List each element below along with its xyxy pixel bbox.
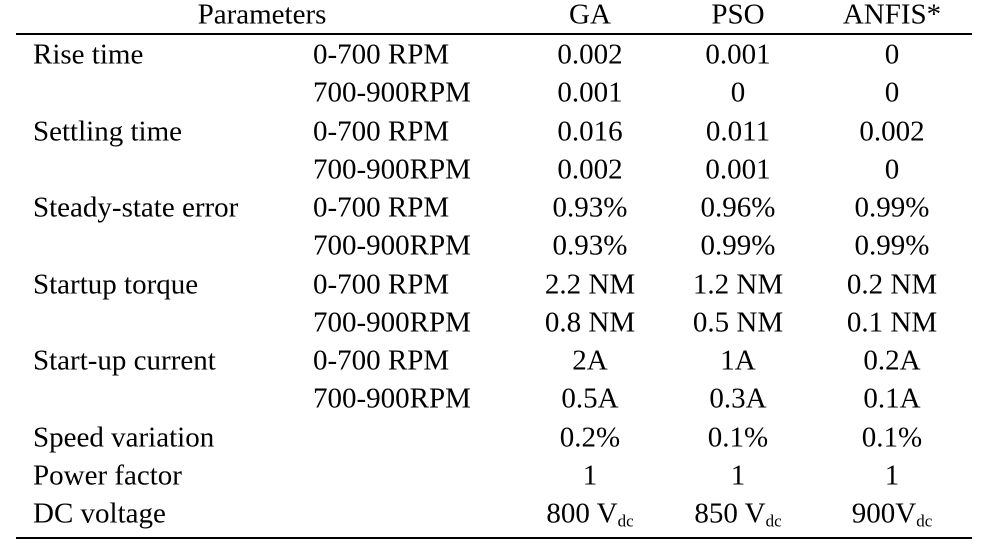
- value-cell: 0.001: [705, 38, 771, 71]
- value-cell: 0.93%: [552, 191, 628, 224]
- header-cell: ANFIS*: [842, 0, 942, 31]
- range-cell: 0-700 RPM: [313, 191, 450, 224]
- parameter-cell: Power factor: [33, 459, 182, 492]
- parameter-cell: Startup torque: [33, 268, 199, 300]
- value-subscript: dc: [765, 511, 782, 531]
- value-cell: 0.1%: [861, 421, 923, 453]
- parameter-cell: Rise time: [33, 38, 144, 71]
- value-cell: 0.8 NM: [544, 306, 636, 339]
- value-cell: 0.2A: [863, 344, 921, 377]
- range-cell: 700-900RPM: [313, 306, 471, 339]
- value-text: 800 V: [546, 497, 618, 530]
- range-cell: 700-900RPM: [313, 382, 471, 415]
- parameter-cell: Settling time: [33, 115, 183, 147]
- header-cell: Parameters: [197, 0, 327, 31]
- value-cell: 2.2 NM: [544, 268, 636, 300]
- value-cell: 0.002: [557, 38, 623, 71]
- value-cell: 0: [884, 76, 900, 109]
- value-cell: 0.016: [557, 115, 623, 147]
- value-cell: 0.002: [557, 153, 623, 186]
- value-cell: 0.3A: [709, 382, 767, 415]
- range-cell: 700-900RPM: [313, 229, 471, 262]
- value-cell: 0.99%: [854, 191, 930, 224]
- value-cell: 0.002: [859, 115, 925, 147]
- value-cell: 0.1A: [863, 382, 921, 415]
- value-cell: 2A: [572, 344, 608, 377]
- value-subscript: dc: [916, 511, 933, 531]
- range-cell: 0-700 RPM: [313, 268, 450, 300]
- value-cell: 0.5A: [561, 382, 619, 415]
- header-cell: GA: [569, 0, 611, 31]
- value-text: 850 V: [694, 497, 766, 530]
- value-cell: 0.93%: [552, 229, 628, 262]
- value-cell: 0.99%: [700, 229, 776, 262]
- value-cell: 800 Vdc: [546, 497, 634, 531]
- parameter-cell: Start-up current: [33, 344, 216, 377]
- value-cell: 0: [730, 76, 746, 109]
- value-cell: 0: [884, 153, 900, 186]
- range-cell: 700-900RPM: [313, 153, 471, 186]
- parameter-cell: Steady-state error: [33, 191, 239, 224]
- range-cell: 0-700 RPM: [313, 344, 450, 377]
- value-cell: 1.2 NM: [692, 268, 784, 300]
- bottom-rule: [16, 537, 972, 539]
- value-cell: 0.011: [705, 115, 771, 147]
- value-cell: 0.001: [705, 153, 771, 186]
- parameter-cell: DC voltage: [33, 497, 166, 530]
- value-cell: 1A: [720, 344, 756, 377]
- value-cell: 1: [884, 459, 900, 492]
- value-cell: 0.96%: [700, 191, 776, 224]
- value-cell: 1: [582, 459, 598, 492]
- value-cell: 0.2%: [559, 421, 621, 453]
- value-cell: 850 Vdc: [694, 497, 782, 531]
- value-subscript: dc: [617, 511, 634, 531]
- value-cell: 0.99%: [854, 229, 930, 262]
- header-cell: PSO: [711, 0, 765, 31]
- value-cell: 1: [730, 459, 746, 492]
- value-cell: 0.1%: [707, 421, 769, 453]
- value-text: 900V: [851, 497, 917, 530]
- value-cell: 0.1 NM: [846, 306, 938, 339]
- range-cell: 0-700 RPM: [313, 115, 450, 147]
- range-cell: 0-700 RPM: [313, 38, 450, 71]
- value-cell: 900Vdc: [851, 497, 933, 531]
- value-cell: 0.001: [557, 76, 623, 109]
- range-cell: 700-900RPM: [313, 76, 471, 109]
- parameter-cell: Speed variation: [33, 421, 215, 453]
- value-cell: 0: [884, 38, 900, 71]
- top-rule: [16, 33, 972, 35]
- value-cell: 0.5 NM: [692, 306, 784, 339]
- value-cell: 0.2 NM: [846, 268, 938, 300]
